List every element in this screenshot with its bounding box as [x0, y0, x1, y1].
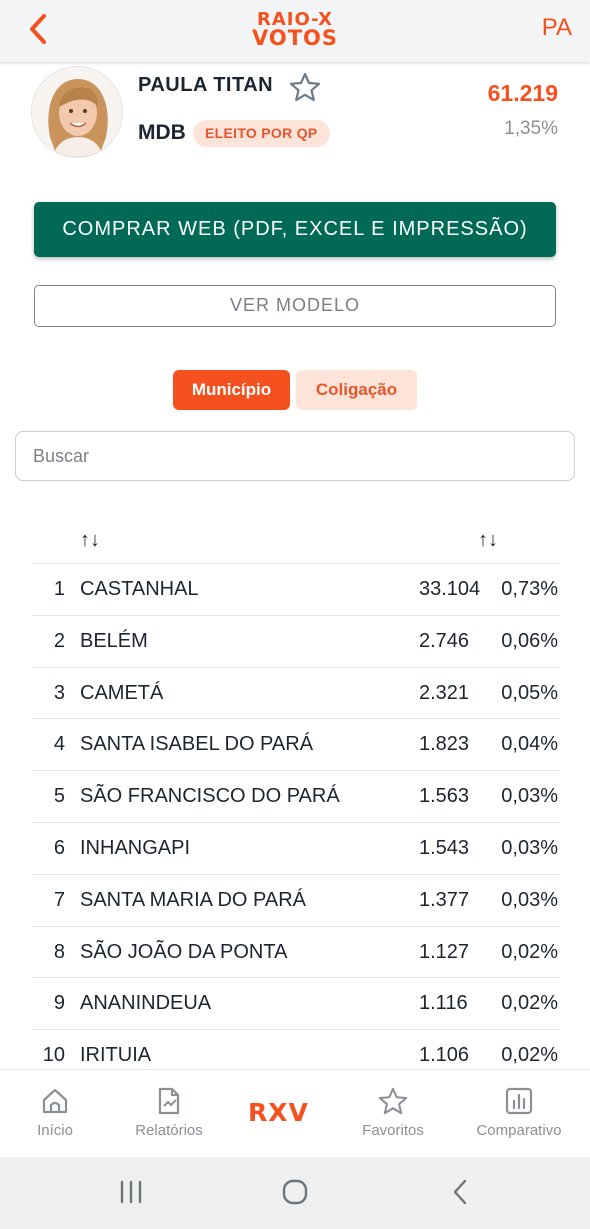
- row-rank: 9: [53, 992, 65, 1015]
- tab-municipio[interactable]: Município: [173, 370, 290, 410]
- nav-item-comparativo[interactable]: Comparativo: [462, 1070, 576, 1158]
- candidate-votes: 61.219: [487, 80, 558, 106]
- recent-apps-icon[interactable]: [116, 1177, 146, 1212]
- row-rank: 10: [42, 1044, 65, 1067]
- nav-label: Início: [37, 1122, 73, 1139]
- row-city: ANANINDEUA: [80, 992, 212, 1015]
- row-percent: 0,03%: [501, 785, 558, 808]
- row-percent: 0,73%: [501, 578, 558, 600]
- row-percent: 0,02%: [501, 940, 558, 963]
- row-percent: 0,03%: [501, 888, 558, 911]
- table-row[interactable]: 4 SANTA ISABEL DO PARÁ 1.823 0,04%: [32, 719, 560, 772]
- table-row[interactable]: 5 SÃO FRANCISCO DO PARÁ 1.563 0,03%: [32, 771, 560, 823]
- sort-city-icon[interactable]: ↑↓: [80, 529, 100, 551]
- chevron-left-icon[interactable]: [24, 12, 54, 46]
- search-input[interactable]: [15, 431, 575, 481]
- row-percent: 0,02%: [501, 1044, 558, 1067]
- row-votes: 1.823: [419, 733, 470, 756]
- app-logo[interactable]: RAIO-X VOTOS: [230, 9, 360, 50]
- rxv-logo-button[interactable]: RXV: [248, 1098, 309, 1127]
- system-navigation-bar: [0, 1157, 590, 1229]
- row-city: IRITUIA: [80, 1044, 152, 1067]
- row-city: INHANGAPI: [80, 836, 191, 859]
- nav-item-relatorios[interactable]: Relatórios: [124, 1070, 214, 1158]
- table-row[interactable]: 8 SÃO JOÃO DA PONTA 1.127 0,02%: [32, 927, 560, 979]
- report-icon: [158, 1087, 180, 1115]
- row-votes: 1.377: [419, 888, 470, 911]
- row-city: SANTA ISABEL DO PARÁ: [80, 733, 314, 756]
- row-rank: 5: [53, 785, 65, 808]
- row-city: CASTANHAL: [80, 578, 199, 600]
- row-rank: 8: [53, 940, 65, 963]
- row-city: SANTA MARIA DO PARÁ: [80, 888, 306, 911]
- candidate-party: MDB: [138, 121, 186, 144]
- status-badge: ELEITO POR QP: [193, 120, 330, 147]
- table-divider: [32, 563, 560, 564]
- nav-label: Favoritos: [362, 1122, 424, 1139]
- candidate-name: PAULA TITAN: [138, 74, 274, 96]
- sort-votes-icon[interactable]: ↑↓: [478, 529, 498, 551]
- row-percent: 0,02%: [501, 992, 558, 1015]
- tab-coligacao[interactable]: Coligação: [296, 370, 417, 410]
- table-row[interactable]: 10 IRITUIA 1.106 0,02%: [32, 1030, 560, 1082]
- row-rank: 4: [53, 733, 65, 756]
- row-votes: 1.116: [419, 992, 468, 1015]
- table-row[interactable]: 9 ANANINDEUA 1.116 0,02%: [32, 978, 560, 1031]
- row-percent: 0,04%: [501, 733, 558, 756]
- table-row[interactable]: 7 SANTA MARIA DO PARÁ 1.377 0,03%: [32, 875, 560, 927]
- row-rank: 7: [53, 888, 65, 911]
- row-percent: 0,06%: [501, 629, 558, 652]
- logo-line-2: VOTOS: [251, 26, 339, 50]
- row-city: BELÉM: [80, 629, 148, 652]
- row-percent: 0,05%: [501, 681, 558, 704]
- row-rank: 2: [53, 629, 65, 652]
- row-city: SÃO FRANCISCO DO PARÁ: [80, 785, 340, 808]
- row-votes: 2.746: [419, 629, 470, 652]
- row-votes: 1.106: [419, 1044, 470, 1067]
- bar-chart-icon: [505, 1087, 533, 1115]
- row-votes: 1.543: [419, 836, 470, 859]
- system-back-icon[interactable]: [446, 1177, 476, 1212]
- view-model-button[interactable]: VER MODELO: [34, 285, 556, 327]
- nav-label: Relatórios: [135, 1122, 203, 1139]
- favorite-star-icon[interactable]: [289, 72, 321, 102]
- row-rank: 6: [53, 836, 65, 859]
- table-row[interactable]: 6 INHANGAPI 1.543 0,03%: [32, 823, 560, 875]
- star-icon: [378, 1087, 408, 1115]
- home-icon: [42, 1088, 68, 1114]
- table-row[interactable]: 1 CASTANHAL 33.104 0,73%: [32, 564, 560, 616]
- nav-item-inicio[interactable]: Início: [14, 1070, 96, 1158]
- nav-item-favoritos[interactable]: Favoritos: [352, 1070, 434, 1158]
- candidate-percent: 1,35%: [504, 118, 558, 139]
- table-row[interactable]: 3 CAMETÁ 2.321 0,05%: [32, 668, 560, 720]
- results-table: 1 CASTANHAL 33.104 0,73% 2 BELÉM 2.746 0…: [32, 564, 560, 1082]
- row-votes: 1.127: [419, 940, 470, 963]
- nav-label: Comparativo: [476, 1122, 562, 1139]
- candidate-avatar: [31, 66, 123, 158]
- row-city: SÃO JOÃO DA PONTA: [80, 940, 288, 963]
- table-row[interactable]: 2 BELÉM 2.746 0,06%: [32, 616, 560, 668]
- state-selector[interactable]: PA: [541, 14, 572, 41]
- row-votes: 1.563: [419, 785, 470, 808]
- row-city: CAMETÁ: [80, 681, 164, 704]
- app-bar: RAIO-X VOTOS PA: [0, 0, 590, 62]
- logo-line-1: RAIO-X: [256, 9, 333, 30]
- row-votes: 33.104: [419, 578, 481, 600]
- row-votes: 2.321: [419, 681, 470, 704]
- home-circle-icon[interactable]: [280, 1177, 310, 1212]
- buy-web-button[interactable]: COMPRAR WEB (PDF, EXCEL E IMPRESSÃO): [34, 202, 556, 257]
- row-percent: 0,03%: [501, 836, 558, 859]
- bottom-navigation: Início Relatórios RXV Favoritos Comparat…: [0, 1069, 590, 1157]
- row-rank: 3: [53, 681, 65, 704]
- row-rank: 1: [53, 578, 65, 600]
